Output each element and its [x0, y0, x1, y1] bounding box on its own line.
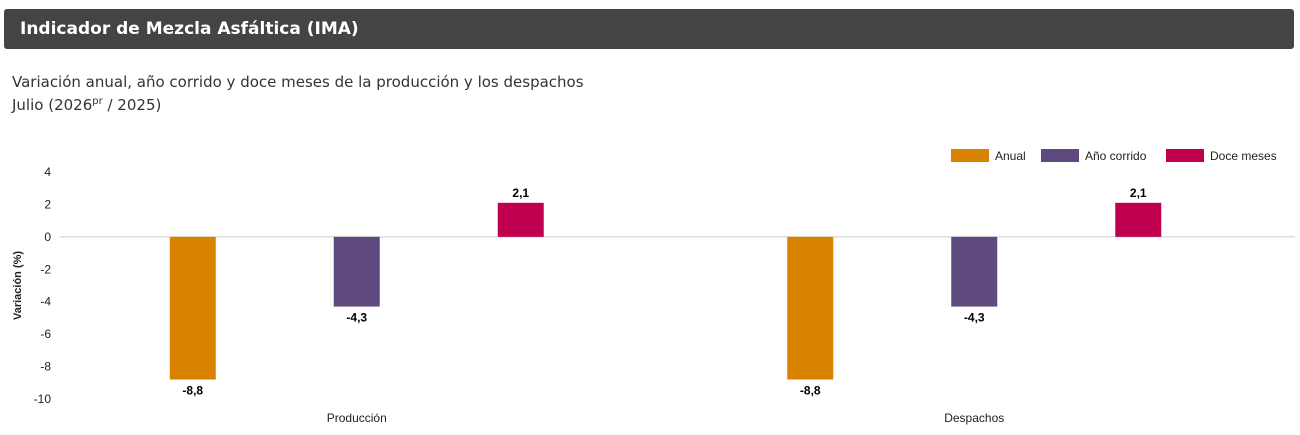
data-label: -4,3 — [346, 311, 367, 325]
y-tick-label: -8 — [40, 360, 51, 374]
y-tick-label: 4 — [44, 165, 51, 179]
legend-label: Año corrido — [1085, 149, 1147, 163]
bar — [787, 236, 834, 380]
legend-swatch — [951, 149, 989, 162]
y-tick-label: 0 — [44, 230, 51, 244]
y-axis-title: Variación (%) — [12, 251, 24, 320]
data-label: 2,1 — [512, 186, 529, 200]
page-header: Indicador de Mezcla Asfáltica (IMA) — [4, 9, 1294, 49]
bar — [333, 236, 380, 307]
data-label: -8,8 — [182, 384, 203, 398]
y-tick-label: 2 — [44, 197, 51, 211]
bar — [169, 236, 216, 380]
subtitle-period-sup: pr — [92, 96, 103, 107]
bar — [1115, 202, 1162, 237]
y-tick-label: -2 — [40, 262, 51, 276]
category-label: Despachos — [944, 411, 1004, 425]
subtitle-line-2: Julio (2026pr / 2025) — [12, 92, 584, 115]
subtitle-period-prefix: Julio (2026 — [12, 96, 93, 114]
legend-swatch — [1166, 149, 1204, 162]
subtitle-line-1: Variación anual, año corrido y doce mese… — [12, 73, 584, 91]
bar — [497, 202, 544, 237]
subtitle-period-suffix: / 2025) — [102, 96, 162, 114]
data-label: 2,1 — [1130, 186, 1147, 200]
y-tick-label: -6 — [40, 327, 51, 341]
legend-swatch — [1041, 149, 1079, 162]
page-title: Indicador de Mezcla Asfáltica (IMA) — [20, 19, 359, 39]
y-tick-label: -10 — [34, 392, 52, 406]
bar — [951, 236, 998, 307]
data-label: -4,3 — [964, 311, 985, 325]
data-label: -8,8 — [800, 384, 821, 398]
legend-label: Anual — [995, 149, 1026, 163]
category-label: Producción — [327, 411, 387, 425]
chart-subtitle: Variación anual, año corrido y doce mese… — [12, 73, 584, 115]
legend-label: Doce meses — [1210, 149, 1277, 163]
y-tick-label: -4 — [40, 295, 51, 309]
